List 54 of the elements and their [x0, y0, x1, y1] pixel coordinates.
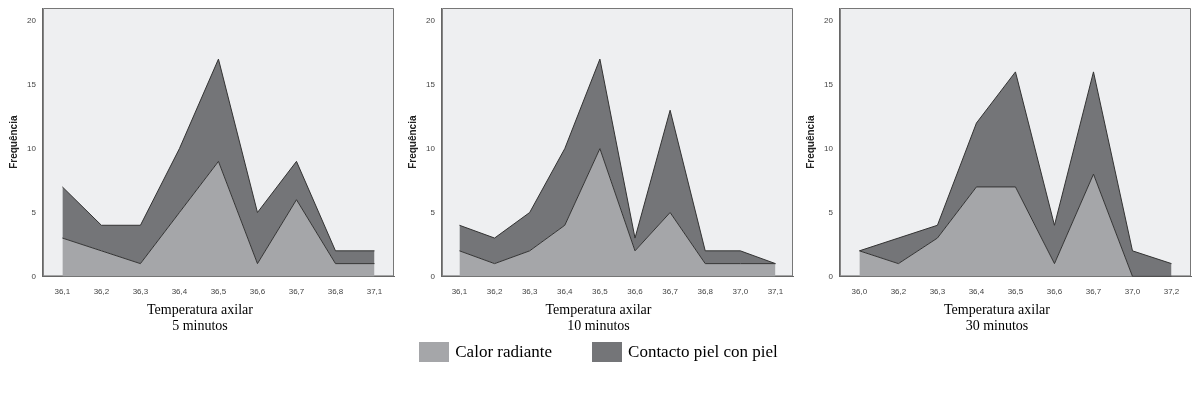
legend-label: Calor radiante [455, 342, 553, 362]
x-tick-label: 37,1 [767, 287, 784, 297]
x-axis-title: Temperatura axilar [544, 302, 653, 318]
x-tick-label: 36,7 [1085, 287, 1102, 297]
y-tick-label: 5 [828, 207, 834, 217]
x-tick-label: 36,7 [661, 287, 678, 297]
y-tick-label: 10 [26, 143, 37, 153]
legend-label: Contacto piel con piel [628, 342, 778, 362]
x-tick-label: 36,2 [93, 287, 110, 297]
x-tick-label: 36,2 [486, 287, 503, 297]
x-tick-label: 37,2 [1163, 287, 1180, 297]
y-tick-label: 10 [823, 143, 834, 153]
x-tick-label: 36,4 [556, 287, 573, 297]
y-axis-title: Frequência [406, 115, 418, 169]
text: 5 minutos [171, 318, 229, 334]
x-tick-label: 36,6 [626, 287, 643, 297]
y-tick-label: 10 [425, 143, 435, 153]
x-tick-label: 37,1 [366, 287, 383, 297]
x-tick-label: 36,6 [249, 287, 266, 297]
y-tick-label: 20 [26, 15, 37, 25]
y-tick-label: 15 [425, 79, 435, 89]
x-axis-title: Temperatura axilar [146, 302, 254, 318]
y-tick-label: 0 [31, 271, 37, 281]
x-tick-label: 36,3 [521, 287, 538, 297]
x-axis-title: Temperatura axilar [943, 302, 1051, 318]
y-tick-label: 5 [31, 207, 37, 217]
y-tick-label: 15 [823, 79, 834, 89]
x-tick-label: 36,4 [171, 287, 188, 297]
x-tick-label: 37,0 [1124, 287, 1141, 297]
x-tick-label: 36,3 [929, 287, 946, 297]
x-tick-label: 36,1 [451, 287, 468, 297]
text: 30 minutos [964, 318, 1030, 334]
x-tick-label: 36,8 [696, 287, 714, 297]
x-tick-label: 36,0 [851, 287, 868, 297]
y-tick-label: 5 [429, 207, 435, 217]
x-tick-label: 36,8 [327, 287, 344, 297]
x-tick-label: 36,3 [132, 287, 149, 297]
x-tick-label: 37,0 [732, 287, 749, 297]
x-tick-label: 36,7 [288, 287, 305, 297]
x-tick-label: 36,1 [54, 287, 71, 297]
x-tick-label: 36,5 [591, 287, 608, 297]
x-tick-label: 36,6 [1046, 287, 1063, 297]
y-tick-label: 15 [26, 79, 37, 89]
y-axis-title: Frequência [804, 115, 816, 169]
y-tick-label: 0 [429, 271, 435, 281]
y-tick-label: 20 [425, 15, 435, 25]
y-tick-label: 20 [823, 15, 834, 25]
x-tick-label: 36,5 [1007, 287, 1024, 297]
x-tick-label: 36,5 [210, 287, 227, 297]
x-tick-label: 36,4 [968, 287, 985, 297]
x-tick-label: 36,2 [890, 287, 907, 297]
text: 10 minutos [566, 318, 631, 334]
y-axis-title: Frequência [7, 115, 19, 169]
y-tick-label: 0 [828, 271, 834, 281]
